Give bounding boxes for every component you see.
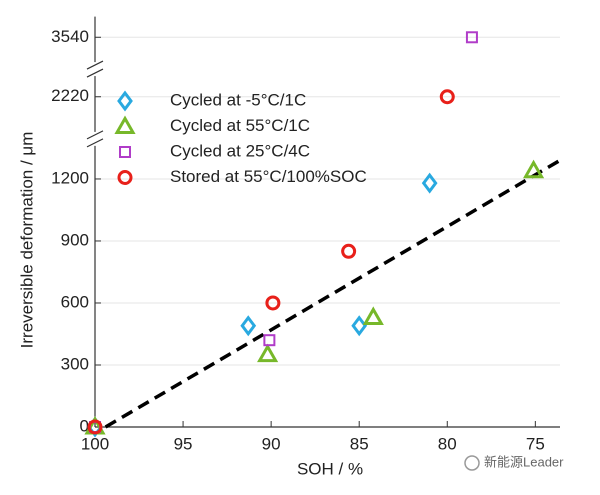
x-tick-label: 95 [174,434,193,453]
point [465,31,478,44]
x-axis-label: SOH / % [297,459,363,478]
y-tick-label: 0 [80,416,89,435]
y-tick-label: 1200 [51,168,89,187]
point [87,419,103,435]
x-tick-label: 90 [262,434,281,453]
point [257,343,279,363]
legend-marker [117,170,133,185]
point [522,159,545,179]
axis-break [86,60,104,70]
point [421,172,438,194]
x-tick-label: 85 [350,434,369,453]
y-tick-label: 600 [61,292,89,311]
point [265,295,281,311]
x-tick-label: 80 [438,434,457,453]
watermark: 新能源Leader [484,454,564,469]
axis-break [86,130,104,140]
point [341,243,357,259]
point [263,334,276,347]
point [351,315,368,337]
axis-break [86,138,104,148]
axis-break [86,68,104,78]
y-tick-label: 300 [61,354,89,373]
y-axis-label: Irreversible deformation / μm [17,132,36,349]
legend-label: Cycled at 55°C/1C [170,116,310,135]
fit-line [104,158,561,429]
x-tick-label: 100 [81,434,109,453]
legend-marker [117,90,133,112]
x-tick-label: 75 [526,434,545,453]
legend-label: Stored at 55°C/100%SOC [170,167,367,186]
point [439,89,455,105]
legend-label: Cycled at -5°C/1C [170,90,306,109]
y-tick-label: 2220 [51,86,89,105]
point [240,315,257,337]
watermark-icon [464,455,480,471]
y-tick-label: 3540 [51,27,89,46]
legend-marker [119,146,131,158]
point [362,306,384,325]
legend-marker [114,115,136,134]
legend-label: Cycled at 25°C/4C [170,141,310,160]
y-tick-label: 900 [61,230,89,249]
